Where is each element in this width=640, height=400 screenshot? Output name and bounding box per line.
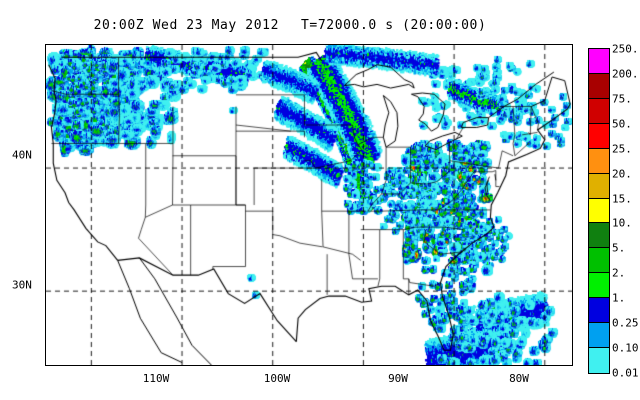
- colorbar-tick-7: 10.: [612, 216, 632, 230]
- colorbar-tick-9: 2.: [612, 266, 626, 280]
- colorbar-tick-2: 75.: [612, 92, 632, 106]
- colorbar-segment-1: [589, 73, 609, 99]
- colorbar-segment-8: [589, 248, 609, 274]
- y-tick-40n: 40N: [12, 148, 32, 162]
- x-tick-110w: 110W: [142, 372, 170, 385]
- colorbar-segment-0: [589, 49, 609, 74]
- title-model-time: T=72000.0 s (20:00:00): [301, 18, 487, 33]
- map-plot-area[interactable]: [45, 44, 573, 366]
- colorbar-tick-0: 250.: [612, 42, 639, 56]
- y-tick-30n: 30N: [12, 278, 32, 292]
- precipitation-raster: [46, 45, 572, 365]
- title-timestamp: 20:00Z Wed 23 May 2012: [93, 18, 279, 33]
- colorbar: [588, 48, 610, 374]
- figure-title: 20:00Z Wed 23 May 2012 T=72000.0 s (20:00…: [0, 18, 580, 33]
- colorbar-segment-7: [589, 223, 609, 249]
- colorbar-segment-10: [589, 298, 609, 324]
- colorbar-segment-6: [589, 198, 609, 224]
- colorbar-tick-5: 20.: [612, 167, 632, 181]
- colorbar-tick-4: 25.: [612, 142, 632, 156]
- colorbar-tick-13: 0.01: [612, 366, 639, 380]
- colorbar-tick-8: 5.: [612, 241, 626, 255]
- colorbar-tick-10: 1.: [612, 291, 626, 305]
- colorbar-segment-4: [589, 148, 609, 174]
- colorbar-tick-12: 0.10: [612, 341, 639, 355]
- colorbar-segment-5: [589, 173, 609, 199]
- colorbar-tick-11: 0.25: [612, 316, 639, 330]
- colorbar-segment-2: [589, 98, 609, 124]
- colorbar-tick-1: 200.: [612, 67, 639, 81]
- colorbar-segment-12: [589, 348, 609, 373]
- colorbar-tick-6: 15.: [612, 192, 632, 206]
- colorbar-segment-3: [589, 123, 609, 149]
- x-tick-90w: 90W: [388, 372, 408, 385]
- colorbar-segment-11: [589, 323, 609, 349]
- colorbar-segment-9: [589, 273, 609, 299]
- x-tick-100w: 100W: [263, 372, 291, 385]
- x-tick-80w: 80W: [509, 372, 529, 385]
- colorbar-tick-3: 50.: [612, 117, 632, 131]
